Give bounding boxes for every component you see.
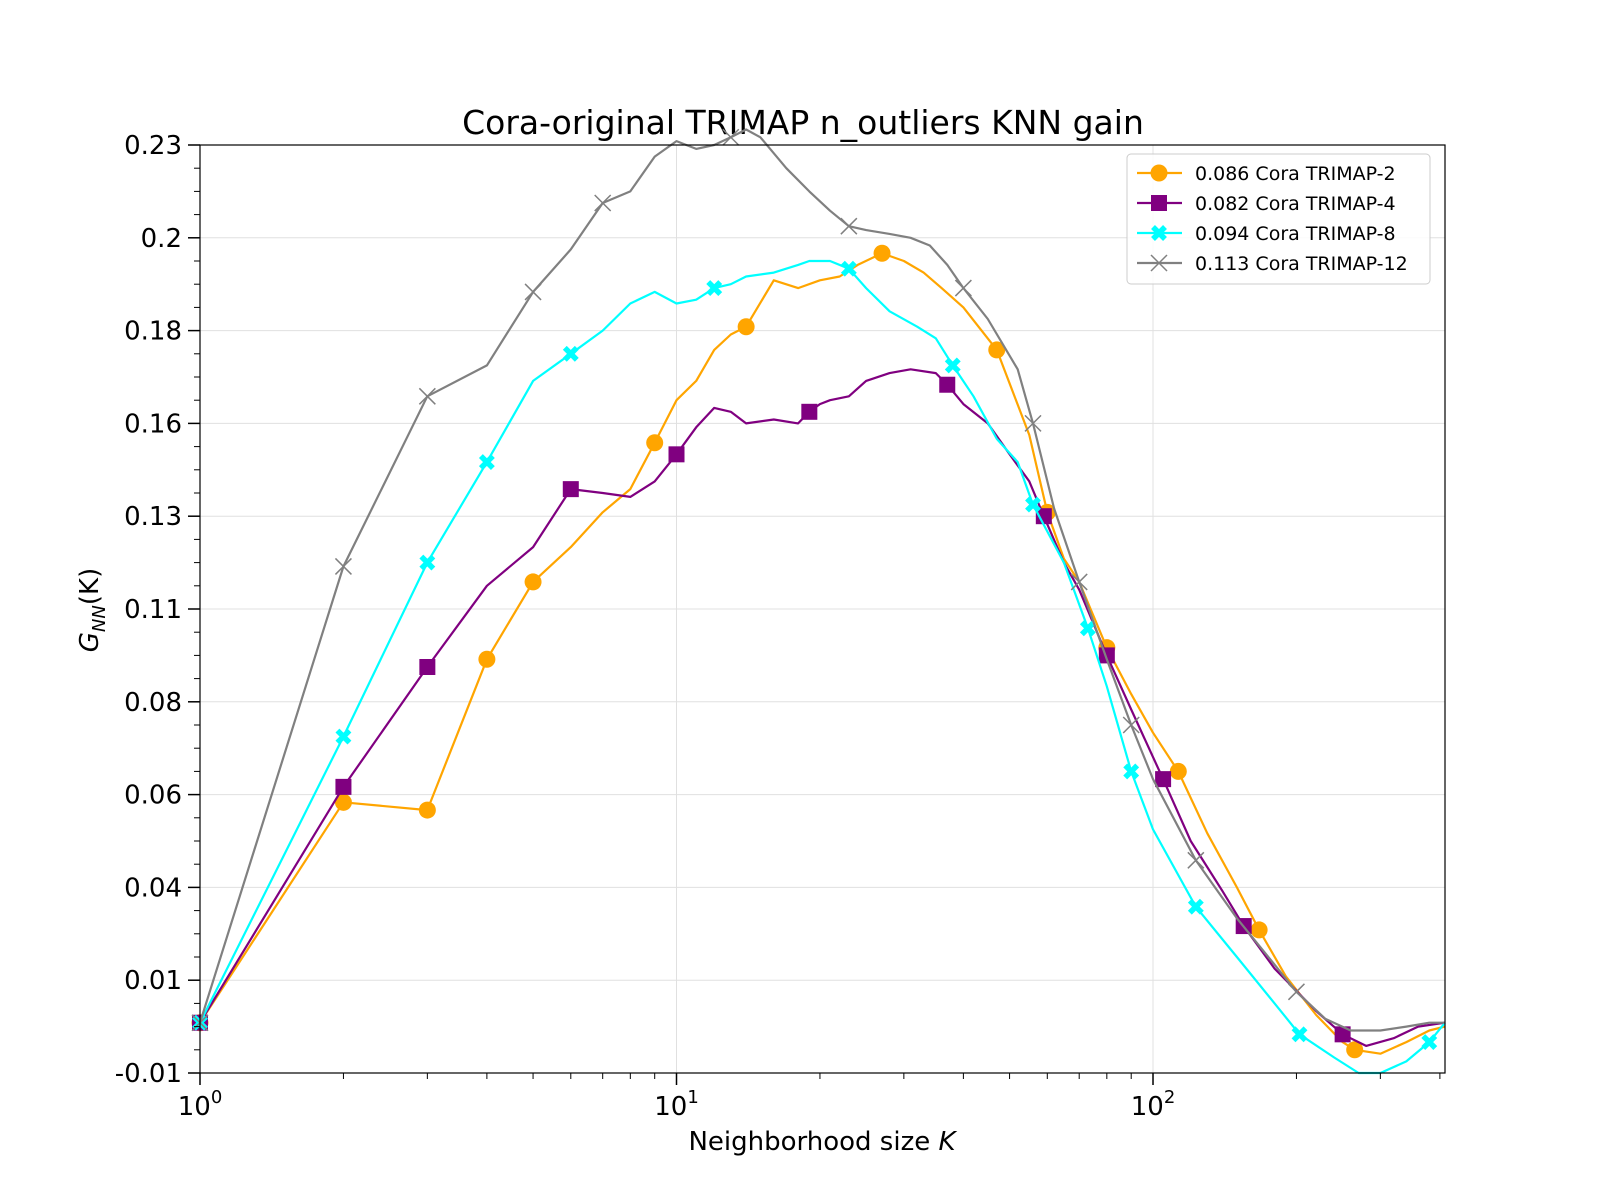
data-point [737, 318, 755, 336]
x-axis-label-text: Neighborhood size [688, 1127, 938, 1157]
data-point [524, 283, 542, 301]
data-point [419, 659, 436, 675]
data-point [1123, 763, 1140, 780]
data-point [1070, 573, 1088, 591]
data-point [1155, 771, 1172, 788]
y-tick-label: 0.16 [124, 409, 182, 439]
y-axis-label-suffix: (K) [75, 568, 105, 605]
legend-item: 0.086 Cora TRIMAP-2 [1137, 163, 1396, 185]
data-point [418, 387, 436, 405]
y-tick-label: 0.11 [124, 595, 182, 625]
legend-swatch-marker [1150, 254, 1168, 272]
legend-label: 0.113 Cora TRIMAP-12 [1195, 253, 1408, 275]
data-point [478, 650, 496, 668]
x-tick-exp: 2 [1164, 1087, 1175, 1108]
data-point [668, 446, 685, 463]
data-point [1187, 851, 1205, 869]
data-point [840, 217, 858, 235]
legend-item: 0.113 Cora TRIMAP-12 [1137, 253, 1408, 275]
data-point [1287, 983, 1305, 1001]
y-axis-label-main: G [75, 632, 105, 652]
legend-item: 0.094 Cora TRIMAP-8 [1137, 223, 1396, 245]
data-point [1122, 716, 1140, 734]
y-tick-label: 0.04 [124, 873, 182, 903]
y-tick-label: -0.01 [115, 1059, 182, 1089]
legend-swatch-marker [1151, 195, 1167, 211]
y-axis: -0.01 0.01 0.04 0.06 0.08 0.11 0.13 0.16 0.18 0.2… [115, 131, 200, 1089]
legend-label: 0.086 Cora TRIMAP-2 [1195, 163, 1396, 185]
data-point [706, 280, 723, 297]
x-tick-exp: 1 [687, 1087, 698, 1108]
data-point [1291, 1026, 1308, 1043]
data-point [334, 557, 352, 575]
x-axis-label: Neighborhood size K [688, 1127, 957, 1157]
x-tick-exp: 0 [211, 1087, 222, 1108]
x-tick-label: 100 [178, 1087, 223, 1122]
data-point [988, 341, 1006, 359]
series-line [199, 368, 1446, 1047]
x-axis-label-var: K [938, 1127, 957, 1157]
x-tick-label: 101 [654, 1087, 699, 1122]
y-tick-label: 0.23 [124, 131, 182, 161]
x-tick-base: 10 [1131, 1092, 1164, 1122]
x-tick-base: 10 [178, 1092, 211, 1122]
data-point [646, 434, 664, 452]
data-point [873, 244, 891, 262]
data-point [419, 554, 436, 571]
data-point [1035, 508, 1052, 525]
data-point [801, 403, 818, 420]
data-point [562, 345, 579, 362]
series-line [199, 259, 1446, 1075]
y-tick-label: 0.06 [124, 781, 182, 811]
y-tick-label: 0.18 [124, 317, 182, 347]
series-group [191, 128, 1446, 1075]
series-line [198, 128, 1445, 1032]
y-tick-label: 0.2 [141, 224, 182, 254]
data-point [335, 728, 352, 745]
data-point [954, 279, 972, 297]
data-point [1025, 496, 1041, 513]
data-point [1250, 921, 1268, 939]
series-1 [191, 244, 1446, 1059]
data-point [939, 376, 956, 393]
data-point [562, 481, 579, 498]
data-point [1187, 898, 1204, 915]
x-tick-label: 102 [1131, 1087, 1176, 1122]
data-point [524, 573, 542, 591]
y-tick-label: 0.01 [124, 966, 182, 996]
data-point [335, 778, 352, 795]
data-point [478, 454, 495, 471]
y-axis-label-sub: NN [89, 605, 110, 632]
y-axis-label: GNN(K) [75, 568, 110, 652]
legend-box [1126, 153, 1431, 285]
data-point [1334, 1026, 1351, 1043]
series-line [199, 252, 1446, 1055]
data-point [722, 128, 740, 146]
data-point [1079, 620, 1096, 637]
y-tick-label: 0.13 [124, 502, 182, 532]
data-point [1421, 1034, 1438, 1051]
legend-item: 0.082 Cora TRIMAP-4 [1137, 193, 1396, 215]
data-point [1346, 1041, 1364, 1059]
y-tick-label: 0.08 [124, 688, 182, 718]
legend: 0.086 Cora TRIMAP-2 0.082 Cora TRIMAP-4 0.… [1126, 153, 1431, 285]
data-point [1024, 414, 1042, 432]
legend-swatch-marker [1150, 164, 1168, 182]
legend-label: 0.082 Cora TRIMAP-4 [1195, 193, 1396, 215]
data-point [840, 260, 857, 277]
data-point [1169, 762, 1187, 780]
legend-swatch-marker [1151, 225, 1167, 241]
legend-label: 0.094 Cora TRIMAP-8 [1195, 223, 1396, 245]
data-point [334, 793, 352, 811]
x-axis: 100 101 102 [178, 1073, 1441, 1122]
x-tick-base: 10 [654, 1092, 687, 1122]
series-3 [192, 259, 1446, 1075]
data-point [418, 801, 436, 819]
series-4 [191, 128, 1445, 1032]
data-point [594, 194, 612, 212]
chart-title: Cora-original TRIMAP n_outliers KNN gain [462, 103, 1144, 142]
data-point [944, 357, 961, 374]
